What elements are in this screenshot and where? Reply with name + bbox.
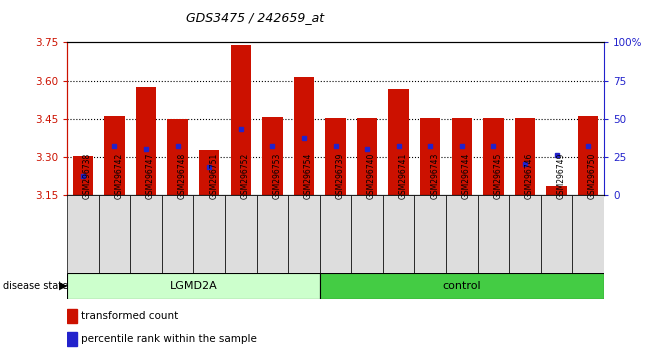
Text: GSM296749: GSM296749 bbox=[556, 152, 566, 199]
Text: GDS3475 / 242659_at: GDS3475 / 242659_at bbox=[186, 11, 324, 24]
Bar bbox=[452, 118, 472, 195]
Text: GSM296750: GSM296750 bbox=[588, 152, 597, 199]
Bar bbox=[294, 77, 314, 195]
Bar bbox=[162, 195, 193, 273]
Bar bbox=[319, 273, 604, 299]
Bar bbox=[262, 117, 282, 195]
Bar bbox=[67, 273, 319, 299]
Text: LGMD2A: LGMD2A bbox=[170, 281, 217, 291]
Bar bbox=[104, 115, 125, 195]
Text: GSM296751: GSM296751 bbox=[209, 152, 218, 199]
Bar bbox=[483, 118, 504, 195]
Bar bbox=[578, 115, 599, 195]
Bar bbox=[357, 118, 377, 195]
Bar bbox=[72, 156, 93, 195]
Text: GSM296741: GSM296741 bbox=[399, 152, 408, 199]
Text: GSM296739: GSM296739 bbox=[336, 152, 344, 199]
Text: GSM296740: GSM296740 bbox=[367, 152, 376, 199]
Bar bbox=[193, 195, 225, 273]
Text: GSM296746: GSM296746 bbox=[525, 152, 534, 199]
Bar bbox=[541, 195, 572, 273]
Bar bbox=[352, 195, 383, 273]
Text: GSM296752: GSM296752 bbox=[241, 152, 250, 199]
Bar bbox=[199, 150, 219, 195]
Bar bbox=[136, 87, 156, 195]
Bar bbox=[325, 118, 346, 195]
Text: control: control bbox=[442, 281, 481, 291]
Bar bbox=[256, 195, 288, 273]
Bar bbox=[231, 45, 251, 195]
Bar bbox=[67, 332, 76, 346]
Text: ▶: ▶ bbox=[59, 281, 68, 291]
Text: GSM296738: GSM296738 bbox=[83, 152, 92, 199]
Bar bbox=[572, 195, 604, 273]
Bar bbox=[509, 195, 541, 273]
Bar bbox=[383, 195, 415, 273]
Bar bbox=[478, 195, 509, 273]
Text: GSM296742: GSM296742 bbox=[115, 152, 123, 199]
Text: transformed count: transformed count bbox=[81, 311, 178, 321]
Text: GSM296754: GSM296754 bbox=[304, 152, 313, 199]
Bar bbox=[288, 195, 319, 273]
Bar bbox=[319, 195, 352, 273]
Bar bbox=[415, 195, 446, 273]
Bar bbox=[130, 195, 162, 273]
Bar bbox=[420, 118, 440, 195]
Bar bbox=[99, 195, 130, 273]
Text: GSM296747: GSM296747 bbox=[146, 152, 155, 199]
Text: GSM296744: GSM296744 bbox=[462, 152, 471, 199]
Bar bbox=[167, 119, 188, 195]
Text: percentile rank within the sample: percentile rank within the sample bbox=[81, 334, 256, 344]
Bar bbox=[389, 90, 409, 195]
Text: disease state: disease state bbox=[3, 281, 68, 291]
Bar bbox=[67, 195, 99, 273]
Bar bbox=[225, 195, 256, 273]
Text: GSM296743: GSM296743 bbox=[430, 152, 440, 199]
Text: GSM296745: GSM296745 bbox=[493, 152, 503, 199]
Text: GSM296753: GSM296753 bbox=[272, 152, 281, 199]
Bar bbox=[67, 309, 76, 323]
Text: GSM296748: GSM296748 bbox=[178, 152, 187, 199]
Bar bbox=[446, 195, 478, 273]
Bar bbox=[515, 118, 535, 195]
Bar bbox=[546, 186, 567, 195]
